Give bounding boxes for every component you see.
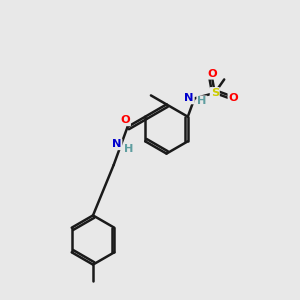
Text: H: H [197,96,207,106]
Text: N: N [184,93,194,103]
Text: O: O [120,115,130,125]
Text: N: N [112,139,122,149]
Text: S: S [211,88,219,98]
Text: O: O [207,69,217,79]
Text: H: H [124,144,134,154]
Text: O: O [229,93,238,103]
